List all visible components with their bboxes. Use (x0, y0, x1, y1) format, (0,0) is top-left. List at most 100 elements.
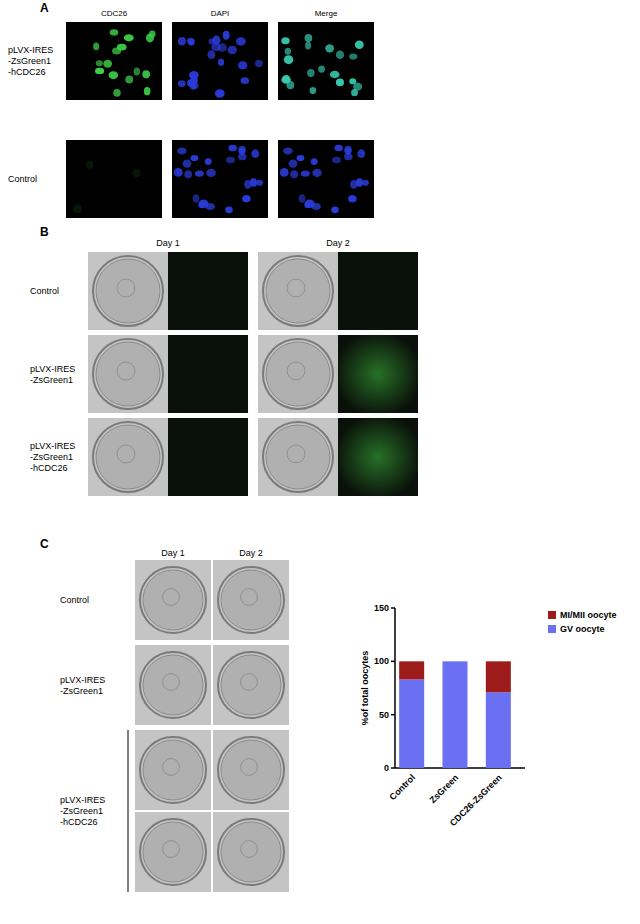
row-label: -hCDC26 (60, 817, 98, 827)
nucleus (241, 759, 258, 776)
row-label: -ZsGreen1 (60, 806, 103, 816)
zona (218, 567, 284, 633)
micrograph (278, 22, 374, 100)
row-label: -ZsGreen1 (8, 56, 51, 66)
nucleus (285, 48, 291, 55)
oocyte (143, 740, 203, 800)
zona (263, 339, 333, 409)
nucleus (255, 60, 263, 67)
row-label: -hCDC26 (8, 67, 46, 77)
nucleus (305, 34, 313, 42)
legend-label: MI/MII oocyte (560, 610, 617, 620)
x-tick-label: Control (387, 772, 417, 802)
nucleus (355, 41, 364, 49)
micrograph (88, 335, 168, 413)
bar-segment (486, 661, 511, 692)
column-label: DAPI (211, 9, 230, 18)
nucleus (73, 204, 82, 213)
nucleus (190, 155, 198, 161)
nucleus (218, 59, 224, 66)
nucleus (281, 37, 289, 44)
micrograph (213, 812, 289, 892)
nucleus (334, 145, 342, 152)
row-label: pLVX-IRES (30, 441, 75, 451)
nucleus (238, 146, 246, 154)
nucleus (251, 149, 259, 158)
column-label: CDC26 (101, 9, 128, 18)
x-tick-label: CDC26-ZsGreen (448, 772, 504, 828)
micrograph (135, 730, 211, 810)
row-label: -ZsGreen1 (30, 375, 73, 385)
zona (140, 737, 206, 803)
nucleus (331, 206, 339, 213)
bar-segment (443, 661, 468, 768)
nucleus (178, 80, 186, 87)
nucleus (227, 46, 236, 54)
row-label: -hCDC26 (30, 463, 68, 473)
nucleus (215, 89, 225, 97)
micrograph (135, 812, 211, 892)
row-label: pLVX-IRES (30, 364, 75, 374)
column-label: Day 2 (239, 548, 263, 558)
nucleus (283, 148, 292, 155)
nucleus (356, 178, 363, 187)
column-label: Day 1 (161, 548, 185, 558)
nucleus (174, 168, 183, 177)
nucleus (312, 169, 322, 177)
nucleus (132, 169, 141, 177)
nucleus (349, 195, 357, 202)
oocyte (96, 425, 160, 489)
column-label: Merge (315, 9, 338, 18)
zona (93, 339, 163, 409)
micrograph (213, 730, 289, 810)
legend-swatch (548, 625, 556, 633)
nucleus (163, 759, 180, 776)
legend: MI/MII oocyte GV oocyte (548, 610, 617, 634)
zona (140, 567, 206, 633)
micrograph (168, 418, 248, 496)
nucleus (353, 83, 362, 91)
nucleus (311, 203, 321, 210)
nucleus (336, 50, 344, 59)
nucleus (241, 841, 258, 858)
figure: ACDC26DAPIMergepLVX-IRES-ZsGreen1-hCDC26… (0, 0, 640, 924)
nucleus (238, 153, 247, 160)
nucleus (86, 160, 93, 169)
nucleus (241, 77, 249, 84)
nucleus (226, 157, 235, 164)
oocyte (266, 259, 330, 323)
nucleus (280, 168, 289, 177)
nucleus (290, 170, 298, 178)
row-label: -ZsGreen1 (60, 686, 103, 696)
row-label: pLVX-IRES (60, 795, 105, 805)
nucleus (206, 169, 216, 177)
nucleus (287, 445, 305, 463)
micrograph (172, 22, 268, 100)
nucleus (243, 195, 251, 202)
nucleus (205, 203, 215, 210)
micrograph (66, 22, 162, 100)
nucleus (357, 149, 365, 158)
nucleus (163, 841, 180, 858)
nucleus (163, 589, 180, 606)
micrograph (258, 252, 338, 330)
nucleus (183, 159, 192, 167)
green-signal (334, 331, 422, 417)
nucleus (242, 195, 250, 202)
oocyte (96, 342, 160, 406)
nucleus (110, 29, 119, 35)
micrograph (278, 140, 374, 218)
nucleus (250, 178, 257, 187)
micrograph (168, 252, 248, 330)
nucleus (195, 170, 204, 176)
nucleus (287, 362, 305, 380)
oocyte (143, 655, 203, 715)
nucleus (349, 54, 357, 60)
nucleus (103, 60, 112, 68)
zona (93, 256, 163, 326)
micrograph (135, 645, 211, 725)
nucleus (109, 71, 118, 79)
oocyte (266, 342, 330, 406)
legend-label: GV oocyte (560, 624, 605, 634)
nucleus (211, 43, 221, 51)
